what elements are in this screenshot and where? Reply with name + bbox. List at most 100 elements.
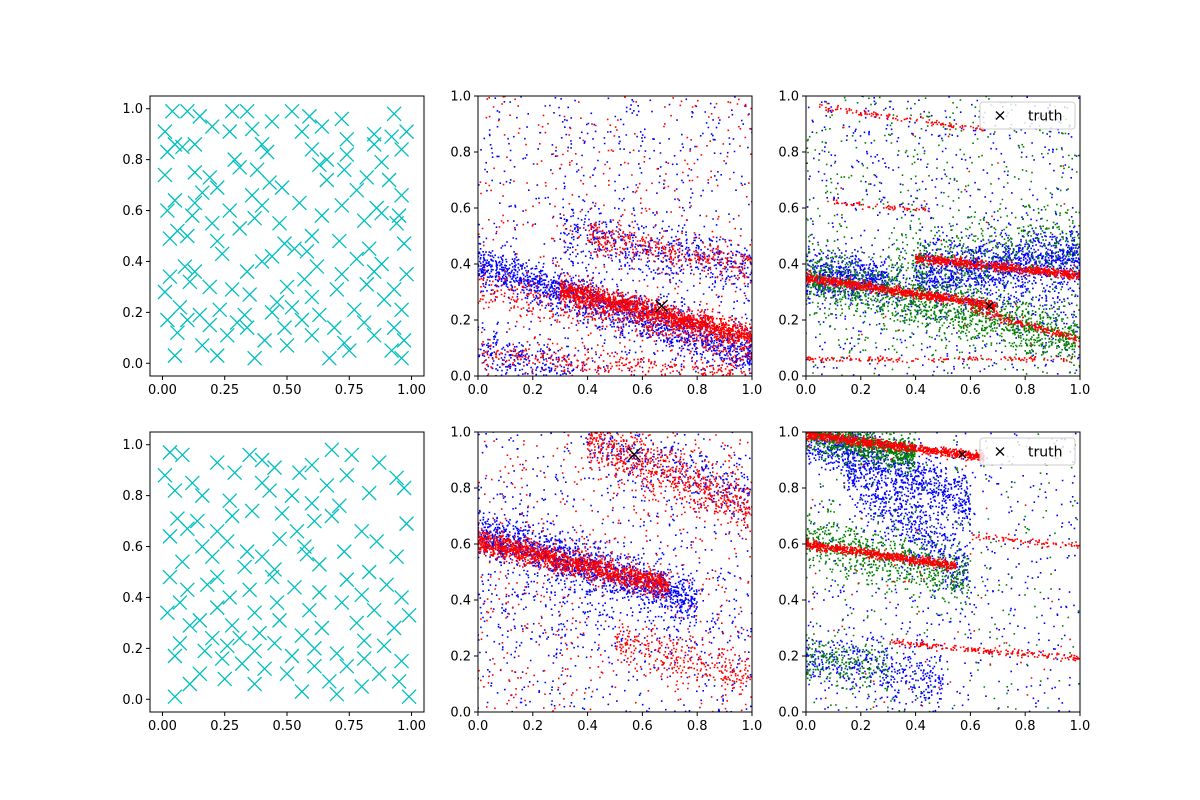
- x-marker: [301, 602, 317, 618]
- x-marker: [162, 528, 178, 544]
- x-marker: [294, 684, 310, 700]
- x-marker: [371, 455, 387, 471]
- x-marker: [339, 147, 355, 163]
- x-marker: [232, 630, 248, 646]
- x-marker: [204, 215, 220, 231]
- axes-frame: [805, 431, 1081, 713]
- samples-series-2: [806, 101, 1080, 365]
- legend-marker: [995, 111, 1005, 120]
- x-marker: [389, 215, 405, 231]
- x-marker: [209, 600, 225, 616]
- x-marker: [366, 327, 382, 343]
- x-marker: [254, 197, 270, 213]
- x-marker: [257, 332, 273, 348]
- x-tick-label: 0.0: [796, 383, 817, 398]
- x-marker: [396, 236, 412, 252]
- x-marker: [242, 582, 258, 598]
- x-marker: [167, 348, 183, 364]
- x-marker: [331, 233, 347, 249]
- x-marker: [264, 248, 280, 264]
- x-marker: [336, 544, 352, 560]
- x-marker: [184, 475, 200, 491]
- x-marker: [167, 648, 183, 664]
- x-marker: [254, 452, 270, 468]
- x-marker: [349, 182, 365, 198]
- x-marker: [254, 549, 270, 565]
- x-marker: [359, 276, 375, 292]
- x-marker: [159, 312, 175, 328]
- y-tick-label: 0.6: [450, 538, 471, 553]
- samples-series-1: [806, 96, 1080, 376]
- x-marker: [329, 686, 345, 702]
- x-marker: [394, 141, 410, 157]
- legend-label: truth: [1028, 109, 1062, 125]
- samples-series-0: [806, 96, 1080, 376]
- truth-marker: [655, 299, 669, 313]
- y-tick-label: 0.8: [122, 489, 143, 504]
- x-marker: [379, 577, 395, 593]
- legend-label: truth: [1028, 445, 1062, 461]
- x-marker: [354, 679, 370, 695]
- x-marker: [272, 531, 287, 547]
- y-tick-label: 1.0: [122, 438, 143, 453]
- x-tick-label: 0.6: [960, 719, 981, 734]
- x-marker: [339, 467, 355, 483]
- x-marker: [386, 106, 402, 122]
- x-marker: [319, 172, 335, 188]
- x-marker: [269, 595, 285, 611]
- x-tick-label: 0.75: [335, 383, 364, 398]
- x-marker: [296, 271, 312, 287]
- x-marker: [389, 549, 405, 565]
- y-tick-label: 0.4: [450, 258, 471, 273]
- x-marker: [369, 533, 385, 549]
- x-marker: [214, 246, 230, 262]
- x-marker: [189, 513, 205, 529]
- x-tick-label: 0.50: [273, 719, 302, 734]
- x-marker: [284, 103, 300, 119]
- truth-marker: [985, 302, 994, 310]
- y-tick-label: 0.4: [778, 594, 799, 609]
- x-marker: [202, 317, 218, 333]
- y-tick-label: 1.0: [450, 426, 471, 441]
- x-marker: [242, 287, 258, 303]
- x-marker: [209, 569, 225, 585]
- y-tick-label: 0.6: [450, 202, 471, 217]
- legend-box: [979, 101, 1076, 130]
- x-tick-label: 0.4: [905, 719, 926, 734]
- x-tick-label: 1.0: [1070, 719, 1091, 734]
- x-marker: [157, 284, 173, 300]
- x-marker: [356, 213, 372, 229]
- x-marker: [194, 337, 210, 353]
- x-tick-label: 0.0: [796, 719, 817, 734]
- subplot-samples-bottom: 0.0 0.2 0.4 0.6 0.8 1.0 0.0 0.2 0.4 0.6 0.8 1.0: [450, 426, 762, 735]
- x-marker: [174, 554, 190, 570]
- x-marker: [244, 503, 260, 519]
- x-marker: [349, 615, 365, 631]
- y-tick-label: 0.2: [778, 314, 799, 329]
- subplot-grid-top: 0.00 0.25 0.50 0.75 1.00 0.0 0.2 0.4 0.6 0.8 1.0: [122, 95, 426, 398]
- x-marker: [311, 584, 327, 600]
- x-marker: [386, 320, 402, 336]
- x-marker: [336, 162, 352, 178]
- x-marker: [239, 264, 255, 280]
- x-marker: [179, 228, 195, 244]
- x-marker: [192, 612, 208, 628]
- x-marker: [224, 281, 240, 297]
- x-marker: [239, 103, 255, 119]
- x-marker: [219, 638, 235, 654]
- x-marker: [212, 302, 228, 318]
- x-marker: [399, 516, 415, 532]
- x-marker: [386, 620, 402, 636]
- x-marker: [339, 572, 355, 588]
- y-tick-label: 0.2: [450, 314, 471, 329]
- y-tick-label: 1.0: [778, 90, 799, 105]
- x-marker: [247, 210, 263, 226]
- x-marker: [247, 350, 263, 366]
- x-tick-label: 0.00: [148, 383, 177, 398]
- x-marker: [209, 348, 225, 364]
- x-marker: [247, 676, 263, 692]
- x-marker: [159, 144, 175, 160]
- x-marker: [394, 589, 410, 605]
- x-marker: [284, 648, 300, 664]
